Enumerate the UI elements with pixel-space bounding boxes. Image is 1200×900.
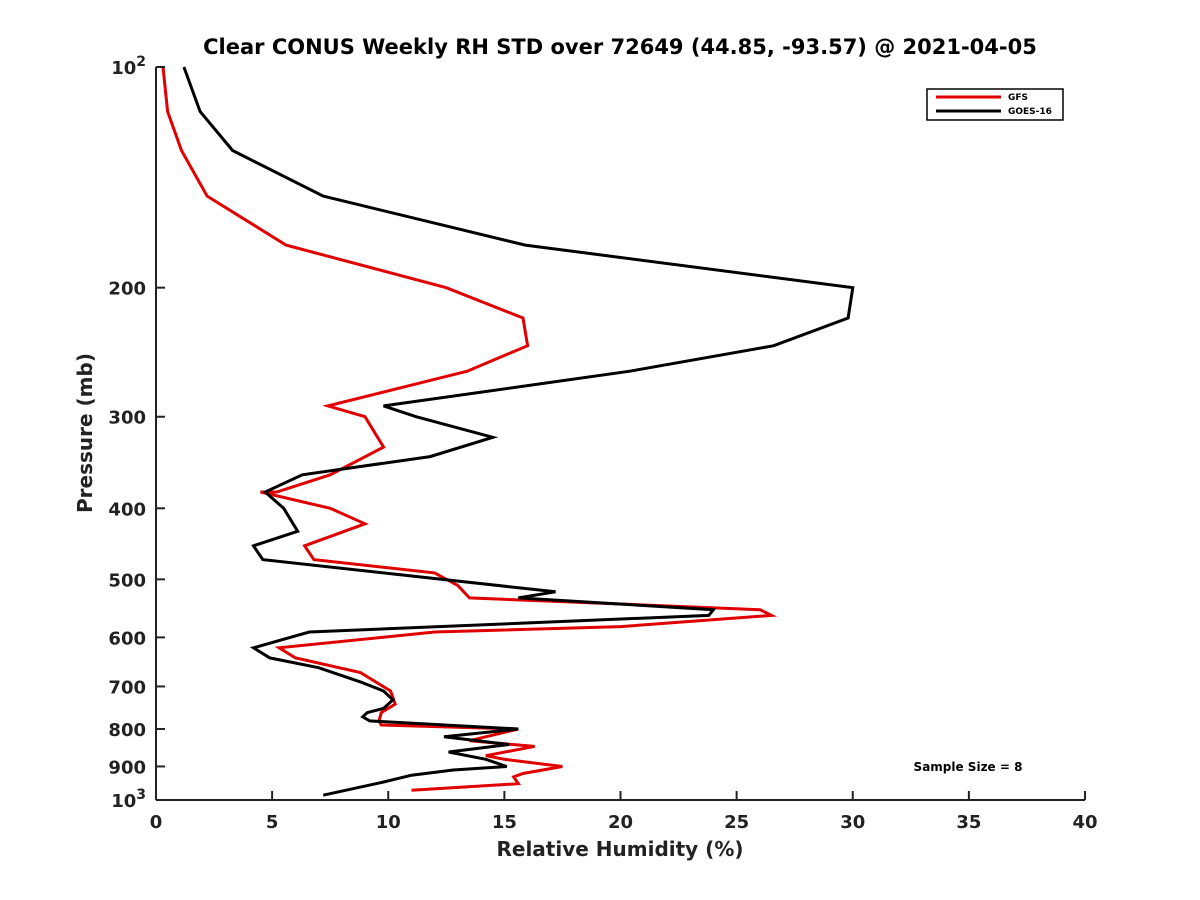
y-tick-label: 103 (111, 787, 146, 812)
y-tick-label: 700 (108, 677, 146, 698)
x-tick-label: 0 (150, 812, 163, 833)
y-tick-label: 900 (108, 757, 146, 778)
series-line-gfs (161, 66, 778, 792)
y-tick-label: 800 (108, 720, 146, 741)
y-tick-label: 500 (108, 570, 146, 591)
x-tick-label: 15 (492, 812, 517, 833)
axes: 0 5 10 15 20 25 30 35 40 102 200 300 400 500 600 700 800… (108, 54, 1097, 833)
y-tick-label: 600 (108, 628, 146, 649)
y-axis-label: Pressure (mb) (73, 353, 97, 513)
legend: GFS GOES-16 (926, 88, 1064, 121)
legend-label-goes-16: GOES-16 (1008, 107, 1052, 117)
chart-title: Clear CONUS Weekly RH STD over 72649 (44… (203, 35, 1037, 59)
x-tick-label: 40 (1072, 812, 1097, 833)
legend-box (926, 88, 1064, 121)
y-tick-label: 102 (111, 54, 146, 79)
y-tick-label: 200 (108, 279, 146, 300)
x-tick-label: 10 (376, 812, 401, 833)
x-tick-label: 20 (608, 812, 633, 833)
x-tick-label: 30 (840, 812, 865, 833)
x-tick-label: 5 (266, 812, 279, 833)
x-tick-label: 25 (724, 812, 749, 833)
x-axis-label: Relative Humidity (%) (496, 837, 743, 861)
y-tick-label: 400 (108, 499, 146, 520)
y-tick-label: 300 (108, 408, 146, 429)
x-tick-label: 35 (956, 812, 981, 833)
series-line-goes-16 (182, 66, 855, 797)
plot-lines (161, 66, 855, 797)
legend-label-gfs: GFS (1008, 93, 1028, 103)
sample-size-annotation: Sample Size = 8 (914, 760, 1023, 774)
